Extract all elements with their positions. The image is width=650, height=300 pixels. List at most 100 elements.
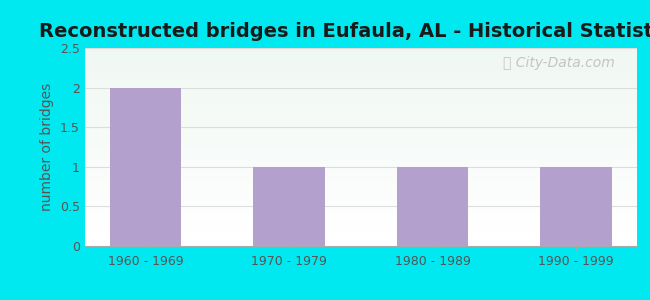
Bar xyxy=(84,121,637,122)
Bar xyxy=(84,71,637,72)
Bar xyxy=(84,159,637,160)
Bar xyxy=(84,158,637,159)
Bar xyxy=(84,237,637,238)
Bar xyxy=(84,104,637,105)
Bar xyxy=(84,206,637,207)
Bar xyxy=(84,232,637,233)
Bar xyxy=(84,163,637,164)
Bar xyxy=(84,197,637,199)
Bar xyxy=(84,227,637,228)
Bar xyxy=(84,215,637,216)
Bar xyxy=(84,135,637,136)
Bar xyxy=(84,150,637,151)
Bar xyxy=(84,82,637,84)
Bar xyxy=(84,146,637,147)
Bar xyxy=(84,128,637,129)
Bar xyxy=(84,57,637,58)
Bar xyxy=(84,189,637,190)
Bar xyxy=(84,236,637,237)
Bar xyxy=(84,176,637,177)
Bar xyxy=(84,82,637,83)
Bar xyxy=(84,223,637,224)
Bar xyxy=(84,133,637,134)
Bar xyxy=(84,193,637,194)
Bar xyxy=(84,81,637,82)
Bar xyxy=(84,102,637,104)
Bar xyxy=(84,218,637,219)
Bar xyxy=(84,202,637,203)
Bar xyxy=(396,167,469,246)
Bar xyxy=(84,182,637,183)
Bar xyxy=(84,100,637,101)
Bar xyxy=(84,245,637,246)
Bar xyxy=(84,85,637,86)
Bar xyxy=(84,111,637,112)
Bar xyxy=(540,167,612,246)
Bar xyxy=(84,240,637,241)
Bar xyxy=(84,114,637,115)
Bar xyxy=(84,129,637,130)
Bar xyxy=(84,87,637,88)
Bar xyxy=(84,55,637,56)
Bar xyxy=(84,219,637,220)
Bar xyxy=(84,145,637,146)
Bar xyxy=(84,132,637,133)
Bar xyxy=(84,233,637,234)
Bar xyxy=(84,188,637,189)
Bar xyxy=(84,172,637,173)
Bar xyxy=(84,184,637,186)
Bar xyxy=(84,180,637,181)
Bar xyxy=(84,162,637,163)
Bar xyxy=(84,126,637,127)
Bar xyxy=(84,48,637,49)
Bar xyxy=(84,183,637,184)
Bar xyxy=(84,91,637,92)
Bar xyxy=(84,239,637,240)
Bar xyxy=(84,164,637,165)
Bar xyxy=(84,143,637,144)
Bar xyxy=(84,181,637,182)
Bar xyxy=(84,122,637,123)
Bar xyxy=(84,110,637,111)
Bar xyxy=(84,153,637,154)
Bar xyxy=(84,140,637,141)
Bar xyxy=(84,178,637,179)
Bar xyxy=(84,117,637,118)
Bar xyxy=(84,75,637,76)
Bar xyxy=(84,152,637,153)
Bar xyxy=(84,200,637,202)
Bar xyxy=(84,243,637,244)
Bar xyxy=(84,214,637,215)
Bar xyxy=(84,166,637,167)
Bar xyxy=(84,170,637,171)
Bar xyxy=(84,171,637,172)
Bar xyxy=(84,78,637,79)
Bar xyxy=(84,53,637,54)
Bar xyxy=(84,80,637,81)
Bar xyxy=(84,56,637,57)
Bar xyxy=(84,66,637,67)
Bar xyxy=(84,228,637,229)
Bar xyxy=(84,85,637,87)
Bar xyxy=(84,65,637,66)
Bar xyxy=(84,61,637,62)
Bar xyxy=(84,116,637,117)
Bar xyxy=(84,207,637,208)
Bar xyxy=(84,90,637,91)
Bar xyxy=(84,88,637,90)
Bar xyxy=(84,148,637,149)
Bar xyxy=(84,241,637,242)
Bar xyxy=(84,72,637,73)
Bar xyxy=(84,100,637,101)
Bar xyxy=(84,137,637,138)
Y-axis label: number of bridges: number of bridges xyxy=(40,83,54,211)
Bar xyxy=(84,155,637,156)
Bar xyxy=(84,238,637,239)
Bar xyxy=(84,196,637,197)
Bar xyxy=(84,94,637,95)
Bar xyxy=(84,231,637,232)
Bar xyxy=(84,95,637,97)
Bar xyxy=(84,62,637,63)
Bar xyxy=(84,131,637,132)
Bar xyxy=(84,70,637,71)
